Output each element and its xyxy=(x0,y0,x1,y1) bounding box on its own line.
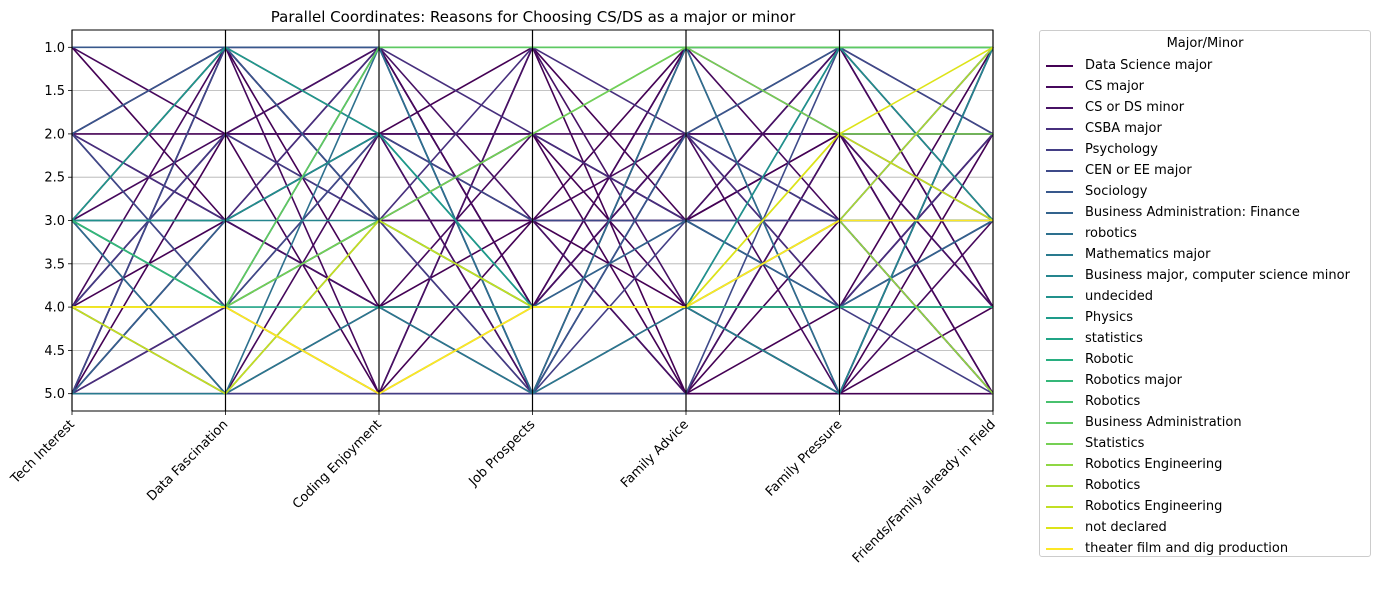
legend-label: Mathematics major xyxy=(1085,247,1211,262)
legend-item: Robotics xyxy=(1046,391,1350,412)
legend-swatch xyxy=(1046,85,1073,88)
legend-label: Robotics xyxy=(1085,478,1141,493)
legend-items: Data Science major CS major CS or DS minor… xyxy=(1046,55,1350,559)
legend-swatch xyxy=(1046,295,1073,298)
axis-labels: Tech Interest Data Fascination Coding Enjo… xyxy=(8,417,999,566)
legend-item: Business major, computer science minor xyxy=(1046,265,1350,286)
legend-item: Robotics major xyxy=(1046,370,1350,391)
legend-swatch xyxy=(1046,379,1073,382)
legend-swatch xyxy=(1046,316,1073,319)
legend-label: Robotics xyxy=(1085,394,1141,409)
legend-label: undecided xyxy=(1085,289,1153,304)
legend: Major/Minor Data Science major CS major CS… xyxy=(1039,30,1371,557)
y-tick-label: 4.5 xyxy=(44,344,65,359)
legend-label: robotics xyxy=(1085,226,1137,241)
legend-swatch xyxy=(1046,421,1073,424)
axis-label: Coding Enjoyment xyxy=(290,417,385,512)
y-tick-label: 2.0 xyxy=(44,127,65,142)
y-ticks: 1.0 1.5 2.0 2.5 3.0 3.5 4.0 4.5 5.0 xyxy=(44,41,72,402)
y-tick-label: 4.0 xyxy=(44,301,65,316)
legend-item: CS major xyxy=(1046,76,1350,97)
legend-label: CS major xyxy=(1085,79,1145,94)
legend-item: Robotic xyxy=(1046,349,1350,370)
legend-label: not declared xyxy=(1085,520,1167,535)
legend-label: statistics xyxy=(1085,331,1143,346)
legend-swatch xyxy=(1046,274,1073,277)
axis-label: Friends/Family already in Field xyxy=(850,417,999,566)
legend-label: CS or DS minor xyxy=(1085,100,1185,115)
legend-item: Sociology xyxy=(1046,181,1350,202)
legend-item: Mathematics major xyxy=(1046,244,1350,265)
plot-frame xyxy=(71,29,994,412)
legend-item: Statistics xyxy=(1046,433,1350,454)
axis-label: Family Pressure xyxy=(763,417,845,499)
legend-swatch xyxy=(1046,232,1073,235)
legend-swatch xyxy=(1046,64,1073,67)
legend-item: robotics xyxy=(1046,223,1350,244)
legend-swatch xyxy=(1046,148,1073,151)
legend-label: Statistics xyxy=(1085,436,1145,451)
legend-swatch xyxy=(1046,127,1073,130)
legend-label: Sociology xyxy=(1085,184,1148,199)
y-tick-label: 3.5 xyxy=(44,257,65,272)
legend-label: Data Science major xyxy=(1085,58,1213,73)
legend-item: Robotics Engineering xyxy=(1046,496,1350,517)
y-tick-label: 1.5 xyxy=(44,84,65,99)
axis-label: Job Prospects xyxy=(466,417,539,490)
legend-swatch xyxy=(1046,190,1073,193)
legend-label: CSBA major xyxy=(1085,121,1162,136)
y-tick-label: 5.0 xyxy=(44,387,65,402)
legend-swatch xyxy=(1046,547,1073,550)
legend-label: Business major, computer science minor xyxy=(1085,268,1350,283)
legend-label: Business Administration: Finance xyxy=(1085,205,1300,220)
legend-label: CEN or EE major xyxy=(1085,163,1192,178)
chart-title: Parallel Coordinates: Reasons for Choosi… xyxy=(271,8,796,26)
legend-item: not declared xyxy=(1046,517,1350,538)
legend-swatch xyxy=(1046,526,1073,529)
legend-swatch xyxy=(1046,253,1073,256)
legend-item: Business Administration xyxy=(1046,412,1350,433)
legend-label: Robotics Engineering xyxy=(1085,457,1223,472)
legend-item: statistics xyxy=(1046,328,1350,349)
legend-label: Business Administration xyxy=(1085,415,1242,430)
legend-item: Robotics xyxy=(1046,475,1350,496)
legend-item: Data Science major xyxy=(1046,55,1350,76)
legend-item: CS or DS minor xyxy=(1046,97,1350,118)
legend-swatch xyxy=(1046,484,1073,487)
legend-swatch xyxy=(1046,211,1073,214)
legend-swatch xyxy=(1046,169,1073,172)
legend-swatch xyxy=(1046,400,1073,403)
axis-label: Tech Interest xyxy=(8,417,78,487)
legend-title: Major/Minor xyxy=(1166,36,1244,51)
legend-item: Robotics Engineering xyxy=(1046,454,1350,475)
legend-label: theater film and dig production xyxy=(1085,541,1289,556)
y-tick-label: 2.5 xyxy=(44,171,65,186)
legend-item: CSBA major xyxy=(1046,118,1350,139)
axis-label: Data Fascination xyxy=(144,417,231,504)
legend-label: Robotic xyxy=(1085,352,1134,367)
legend-swatch xyxy=(1046,358,1073,361)
legend-label: Psychology xyxy=(1085,142,1158,157)
legend-label: Robotics major xyxy=(1085,373,1182,388)
y-tick-label: 1.0 xyxy=(44,41,65,56)
legend-label: Physics xyxy=(1085,310,1134,325)
y-tick-label: 3.0 xyxy=(44,214,65,229)
legend-item: undecided xyxy=(1046,286,1350,307)
legend-item: CEN or EE major xyxy=(1046,160,1350,181)
axis-label: Family Advice xyxy=(618,417,692,491)
legend-swatch xyxy=(1046,337,1073,340)
legend-swatch xyxy=(1046,463,1073,466)
legend-swatch xyxy=(1046,505,1073,508)
legend-item: Business Administration: Finance xyxy=(1046,202,1350,223)
legend-item: Psychology xyxy=(1046,139,1350,160)
legend-swatch xyxy=(1046,442,1073,445)
legend-swatch xyxy=(1046,106,1073,109)
legend-item: Physics xyxy=(1046,307,1350,328)
legend-label: Robotics Engineering xyxy=(1085,499,1223,514)
legend-item: theater film and dig production xyxy=(1046,538,1350,559)
